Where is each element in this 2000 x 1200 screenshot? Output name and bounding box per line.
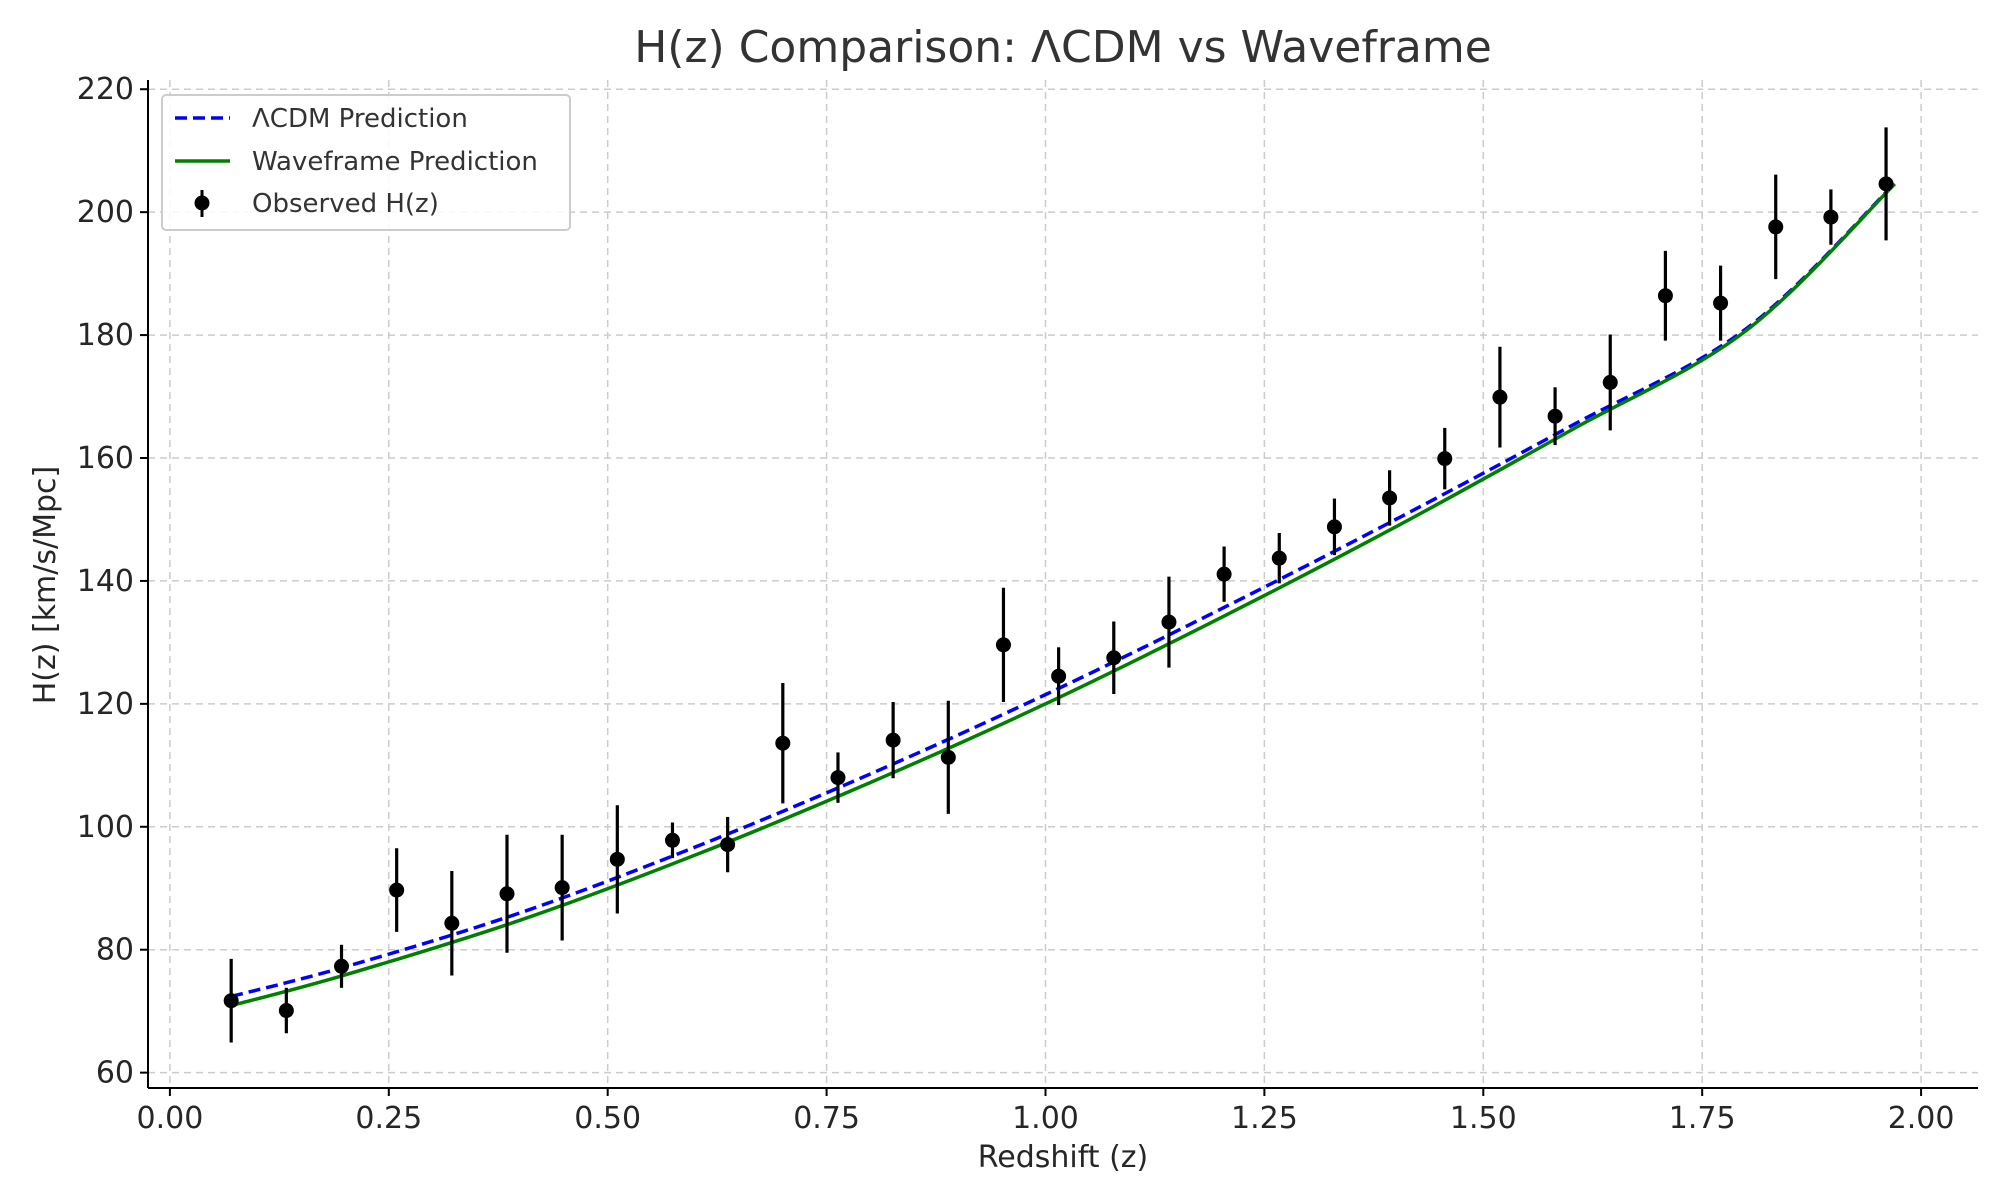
observed-point-10 (775, 735, 791, 751)
legend-observed-marker (194, 195, 210, 211)
observed-point-7 (609, 851, 625, 867)
observed-point-14 (995, 637, 1011, 653)
observed-point-13 (940, 749, 956, 765)
observed-point-26 (1657, 288, 1673, 304)
observed-point-4 (444, 915, 460, 931)
observed-point-25 (1602, 374, 1618, 390)
grid-layer (148, 80, 1978, 1088)
observed-point-1 (278, 1003, 294, 1019)
observed-point-29 (1823, 209, 1839, 225)
observed-point-6 (554, 880, 570, 896)
observed-point-15 (1051, 668, 1067, 684)
x-tick-label-2: 0.50 (574, 1101, 641, 1136)
x-tick-label-8: 2.00 (1888, 1101, 1955, 1136)
x-axis-label: Redshift (z) (978, 1140, 1148, 1175)
observed-point-17 (1161, 614, 1177, 630)
legend-frame (161, 94, 571, 231)
y-tick-label-5: 160 (77, 441, 134, 476)
y-tick-label-7: 200 (77, 195, 134, 230)
y-tick-label-3: 120 (77, 687, 134, 722)
y-tick-label-4: 140 (77, 564, 134, 599)
legend-lcdm-label: ΛCDM Prediction (252, 104, 468, 134)
observed-point-12 (885, 732, 901, 748)
x-tick-label-1: 0.25 (355, 1101, 422, 1136)
y-tick-label-8: 220 (77, 72, 134, 107)
y-tick-label-0: 60 (96, 1056, 134, 1091)
x-tick-label-5: 1.25 (1231, 1101, 1298, 1136)
x-tick-label-7: 1.75 (1669, 1101, 1736, 1136)
waveframe-prediction-line (230, 182, 1897, 1008)
x-tick-label-6: 1.50 (1450, 1101, 1517, 1136)
legend: ΛCDM Prediction Waveframe Prediction Obs… (161, 94, 571, 231)
observed-point-8 (664, 832, 680, 848)
observed-point-11 (830, 770, 846, 786)
observed-point-27 (1713, 295, 1729, 311)
observed-point-0 (223, 993, 239, 1009)
y-tick-label-6: 180 (77, 318, 134, 353)
x-tick-label-3: 0.75 (793, 1101, 860, 1136)
observed-point-5 (499, 886, 515, 902)
legend-waveframe-label: Waveframe Prediction (252, 147, 538, 177)
observed-point-9 (720, 837, 736, 853)
observed-point-21 (1382, 490, 1398, 506)
observed-point-18 (1216, 566, 1232, 582)
observed-point-2 (334, 958, 350, 974)
lcdm-prediction-line (230, 182, 1897, 999)
observed-point-30 (1878, 176, 1894, 192)
observed-point-19 (1271, 550, 1287, 566)
x-tick-label-4: 1.00 (1012, 1101, 1079, 1136)
series-layer (223, 127, 1897, 1043)
observed-point-22 (1437, 451, 1453, 467)
axes-layer: 0.00 0.25 0.50 0.75 1.00 1.25 1.50 1.75 2.00 60 80… (77, 72, 1978, 1136)
y-tick-label-2: 100 (77, 810, 134, 845)
observed-point-28 (1768, 219, 1784, 235)
chart-title: H(z) Comparison: ΛCDM vs Waveframe (634, 22, 1492, 73)
observed-point-24 (1547, 408, 1563, 424)
observed-point-3 (389, 882, 405, 898)
observed-point-23 (1492, 389, 1508, 405)
legend-observed-label: Observed H(z) (252, 189, 439, 219)
x-tick-label-0: 0.00 (136, 1101, 203, 1136)
observed-point-20 (1326, 519, 1342, 535)
observed-hz-points (223, 127, 1894, 1043)
y-tick-label-1: 80 (96, 933, 134, 968)
observed-point-16 (1106, 650, 1122, 666)
y-axis-label: H(z) [km/s/Mpc] (28, 466, 63, 705)
